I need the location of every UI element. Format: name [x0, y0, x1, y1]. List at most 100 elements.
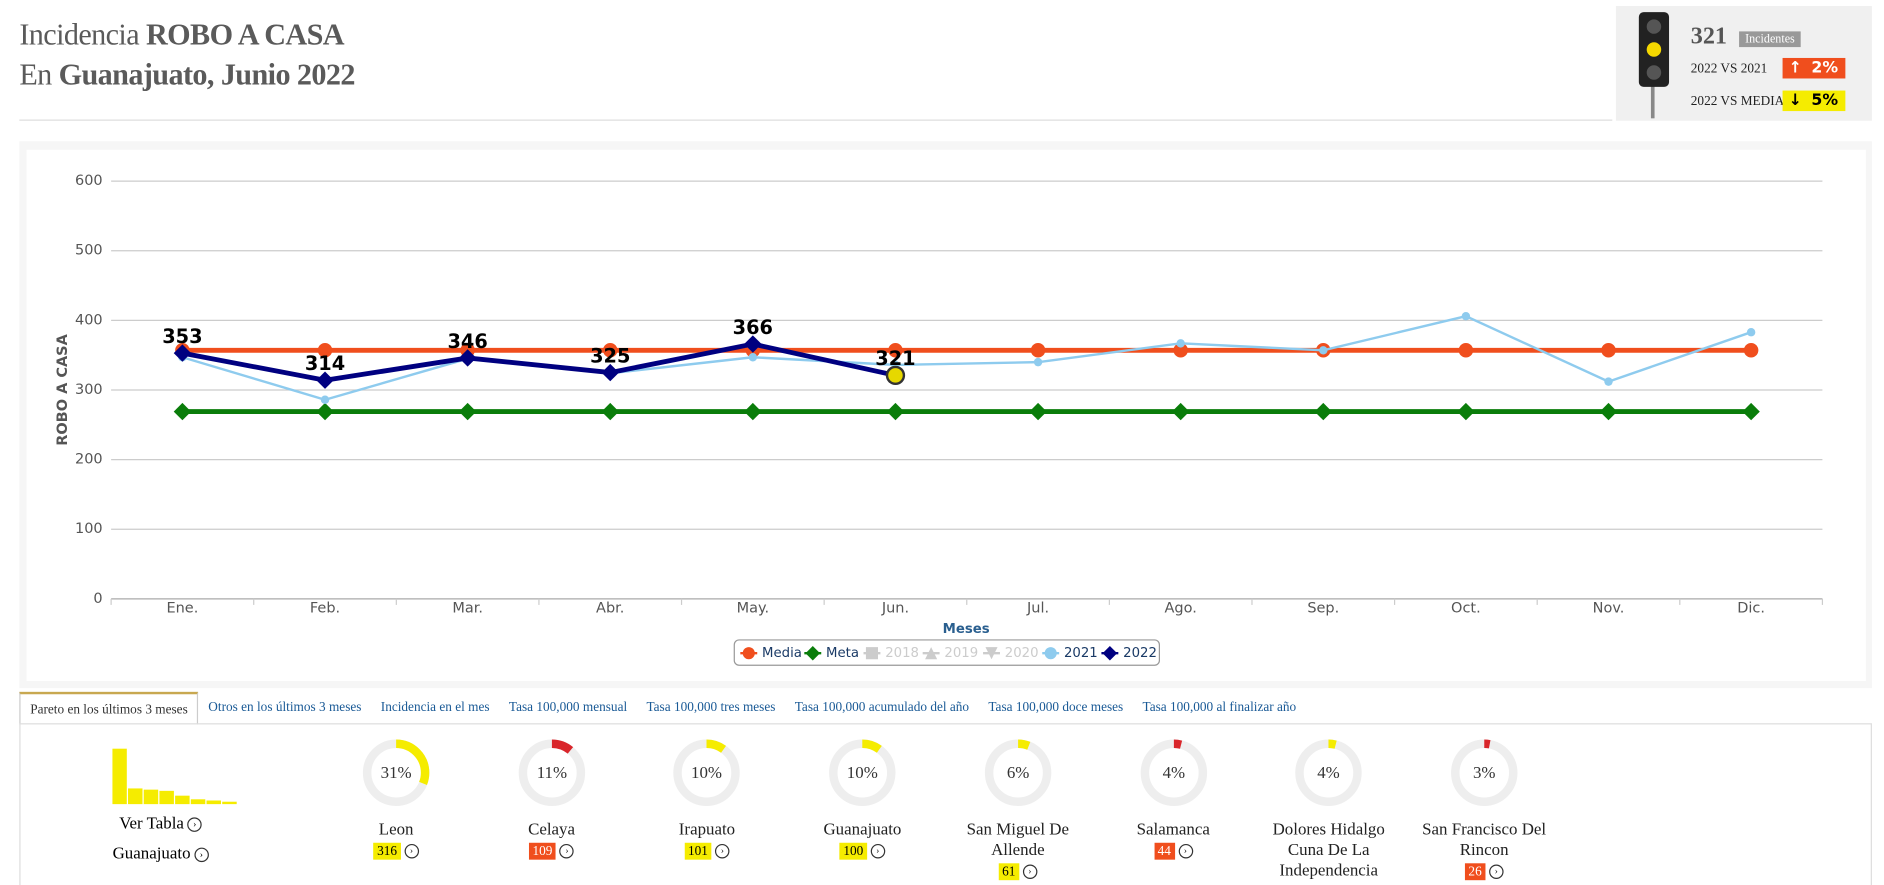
- count-badge: 61: [998, 863, 1020, 881]
- donut-arc: [673, 739, 741, 806]
- table-link[interactable]: Ver Tabla ›: [88, 815, 233, 834]
- y-tick-label: 500: [75, 243, 103, 259]
- tab[interactable]: Pareto en los últimos 3 meses: [19, 691, 199, 725]
- x-tick-label: Dic.: [1737, 601, 1765, 617]
- chart: 0 100 200 300 400 500 600 Ene. Feb. Mar. Abr. May. J…: [54, 173, 1824, 666]
- x-tick-label: Abr.: [596, 601, 624, 617]
- point-marker: [601, 363, 619, 382]
- go-icon[interactable]: ›: [1178, 843, 1193, 859]
- donut-label: 6%: [1007, 763, 1030, 782]
- donut: 4%: [1295, 739, 1362, 806]
- tab[interactable]: Tasa 100,000 acumulado del año: [794, 700, 970, 715]
- point-marker: [1458, 343, 1474, 358]
- point-marker: [1319, 346, 1328, 355]
- donut-label: 3%: [1473, 763, 1496, 782]
- point-marker: [601, 402, 619, 421]
- x-tick-label: Mar.: [452, 601, 483, 617]
- point-marker: [173, 402, 192, 421]
- kpi-change: 2%: [1811, 59, 1839, 78]
- y-tick-label: 400: [75, 312, 103, 328]
- point-marker: [744, 402, 762, 421]
- x-tick-label: Ene.: [166, 601, 198, 617]
- kpi-change-badge: ↓ 5%: [1782, 90, 1846, 112]
- point-marker: [1742, 402, 1760, 421]
- title: Incidencia ROBO A CASA: [19, 19, 344, 53]
- kpi-row-label: 2022 VS 2021: [1690, 61, 1768, 77]
- donut-arc: [984, 739, 1052, 806]
- y-tick-label: 200: [75, 452, 103, 468]
- point-marker: [317, 343, 333, 358]
- state-link-text[interactable]: Guanajuato: [112, 845, 191, 864]
- tab[interactable]: Tasa 100,000 tres meses: [646, 700, 776, 715]
- x-tick-label: Jun.: [881, 601, 909, 617]
- point-marker: [173, 344, 192, 362]
- point-marker: [320, 395, 330, 404]
- point-marker: [316, 371, 334, 389]
- legend-label: 2020: [1005, 646, 1039, 661]
- count-badge: 44: [1153, 842, 1175, 860]
- go-icon[interactable]: ›: [870, 843, 886, 859]
- point-marker: [748, 353, 758, 362]
- tab[interactable]: Tasa 100,000 doce meses: [988, 700, 1124, 715]
- donut-label: 4%: [1162, 763, 1185, 782]
- pareto-item: 4% Dolores Hidalgo Cuna De La Independenc…: [1256, 737, 1401, 882]
- kpi-value: 321: [1690, 22, 1728, 50]
- kpi-change-badge: ↑ 2%: [1782, 57, 1846, 79]
- y-tick-label: 100: [75, 521, 103, 537]
- kpi-arrow: ↓: [1788, 91, 1802, 110]
- subtitle: En Guanajuato, Junio 2022: [19, 59, 355, 93]
- tab[interactable]: Otros en los últimos 3 meses: [208, 700, 362, 715]
- table-link-text[interactable]: Ver Tabla: [119, 814, 184, 834]
- count-badge: 109: [528, 842, 557, 860]
- pareto-mini-chart: [112, 748, 237, 805]
- kpi-change: 5%: [1811, 91, 1839, 110]
- go-icon[interactable]: ›: [1022, 864, 1038, 879]
- donut: 10%: [673, 739, 741, 806]
- tab[interactable]: Incidencia en el mes: [380, 700, 490, 715]
- point-marker: [1033, 357, 1043, 367]
- state-link[interactable]: Guanajuato ›: [88, 845, 233, 864]
- title-prefix: Incidencia: [19, 19, 140, 52]
- count-badge: 101: [684, 842, 712, 860]
- data-label: 314: [305, 352, 345, 375]
- legend-label: Meta: [826, 646, 859, 661]
- point-marker: [885, 365, 906, 386]
- tab[interactable]: Tasa 100,000 al finalizar año: [1142, 700, 1297, 715]
- donut-arc: [829, 739, 896, 806]
- donut: 10%: [829, 739, 896, 806]
- subtitle-bold: Guanajuato, Junio 2022: [58, 59, 356, 92]
- point-marker: [1599, 402, 1618, 421]
- pareto-panel: Ver Tabla › Guanajuato › 31% Leon 316 › 11% Cel…: [19, 723, 1872, 885]
- pareto-item: 11% Celaya 109 ›: [479, 737, 624, 861]
- municipality-name: Irapuato: [678, 821, 736, 840]
- y-axis-label: ROBO A CASA: [55, 333, 71, 445]
- go-icon[interactable]: ›: [715, 843, 730, 859]
- go-icon[interactable]: ›: [1488, 864, 1504, 879]
- legend-marker: [925, 647, 938, 660]
- municipality-name: San Francisco Del Rincon: [1422, 821, 1547, 860]
- municipality-name: Celaya: [528, 821, 576, 840]
- legend-marker: [805, 645, 821, 661]
- count-row: 101 ›: [635, 840, 780, 861]
- pareto-item: 10% Irapuato 101 ›: [635, 737, 780, 861]
- point-marker: [886, 402, 905, 421]
- legend-label: 2019: [944, 646, 978, 661]
- header-rule: [19, 119, 1613, 121]
- subtitle-prefix: En: [19, 59, 52, 92]
- point-marker: [458, 402, 477, 421]
- data-label: 366: [733, 316, 773, 339]
- point-marker: [1601, 343, 1616, 358]
- y-tick-label: 0: [93, 591, 102, 607]
- donut-label: 11%: [536, 763, 566, 782]
- go-icon[interactable]: ›: [559, 843, 575, 859]
- x-axis-label: Meses: [943, 622, 990, 637]
- tab[interactable]: Tasa 100,000 mensual: [508, 700, 628, 715]
- point-marker: [1746, 327, 1756, 337]
- point-marker: [888, 343, 903, 358]
- kpi-arrow: ↑: [1788, 59, 1802, 78]
- title-bold: ROBO A CASA: [145, 19, 345, 52]
- go-icon[interactable]: ›: [404, 843, 419, 859]
- y-tick-label: 300: [75, 382, 103, 398]
- legend-label: 2018: [885, 646, 919, 661]
- x-tick-label: Jul.: [1026, 601, 1049, 617]
